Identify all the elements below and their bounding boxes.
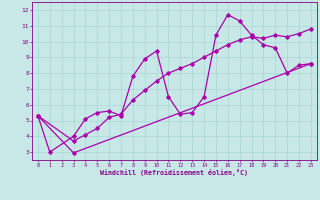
X-axis label: Windchill (Refroidissement éolien,°C): Windchill (Refroidissement éolien,°C)	[100, 169, 248, 176]
